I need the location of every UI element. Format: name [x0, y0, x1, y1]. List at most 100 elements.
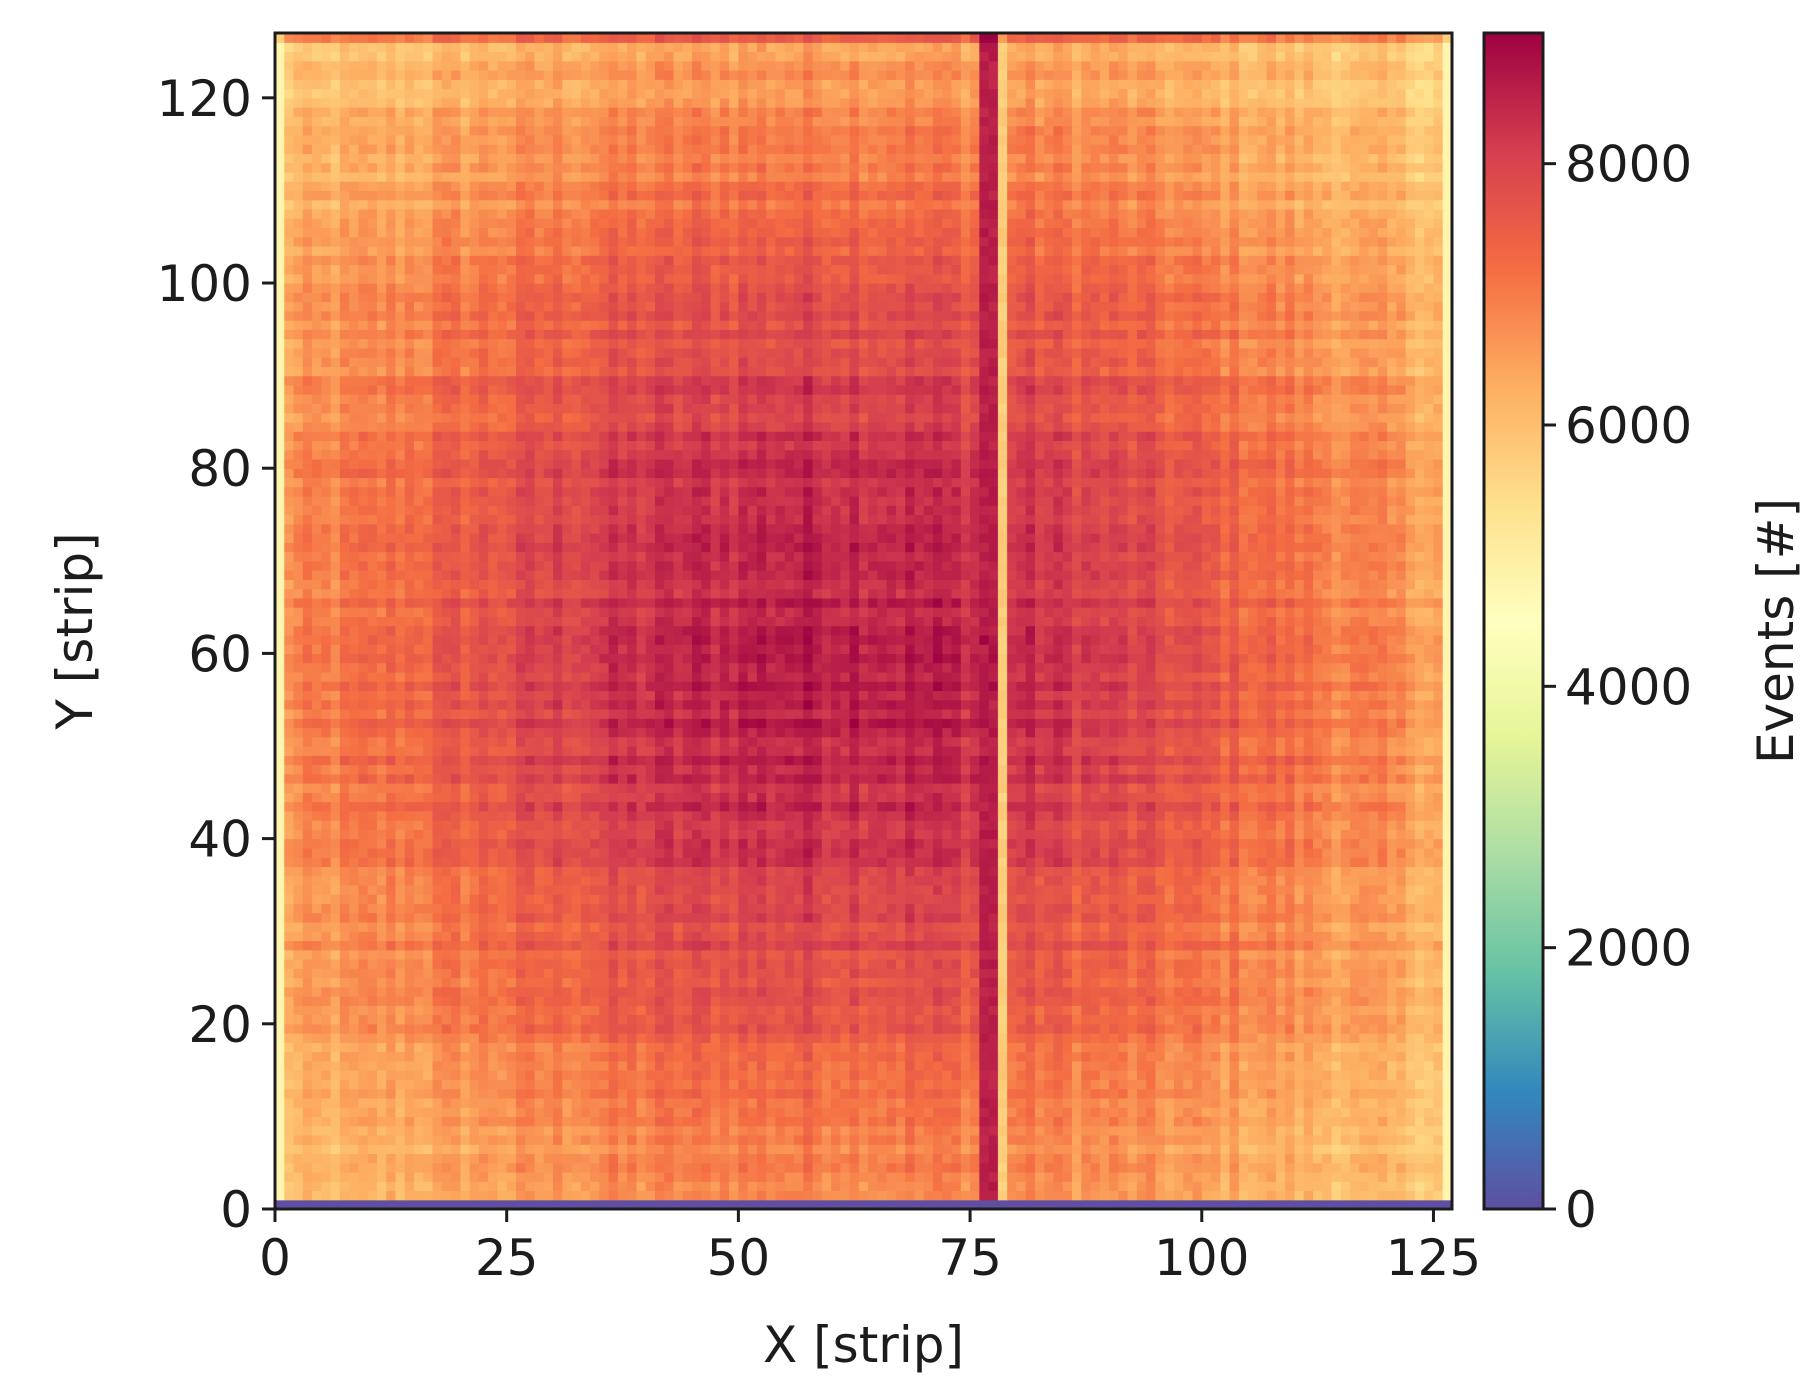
heatmap-cell: [525, 1097, 536, 1108]
heatmap-cell: [673, 875, 684, 886]
heatmap-cell: [515, 884, 526, 895]
heatmap-cell: [1118, 1116, 1129, 1127]
heatmap-cell: [1007, 884, 1018, 895]
heatmap-cell: [1312, 1107, 1323, 1117]
heatmap-cell: [1312, 857, 1323, 867]
heatmap-cell: [1322, 1088, 1333, 1099]
heatmap-cell: [803, 894, 814, 905]
heatmap-cell: [849, 977, 860, 988]
heatmap-cell: [775, 931, 786, 942]
heatmap-cell: [997, 847, 1008, 858]
heatmap-cell: [1387, 1162, 1397, 1173]
heatmap-cell: [1192, 1116, 1203, 1127]
heatmap-cell: [710, 875, 721, 886]
heatmap-cell: [1220, 1005, 1231, 1016]
heatmap-cell: [1294, 1097, 1305, 1108]
heatmap-cell: [293, 1005, 304, 1016]
heatmap-cell: [571, 1033, 582, 1043]
heatmap-cell: [886, 1125, 897, 1136]
heatmap-cell: [497, 1125, 508, 1136]
heatmap-cell: [1322, 1199, 1333, 1210]
heatmap-cell: [877, 921, 888, 932]
heatmap-cell: [1285, 1125, 1296, 1136]
heatmap-cell: [775, 1051, 786, 1062]
heatmap-cell: [1016, 1042, 1027, 1053]
heatmap-cell: [1007, 1079, 1018, 1090]
heatmap-cell: [1285, 986, 1296, 997]
heatmap-cell: [858, 1134, 869, 1145]
heatmap-cell: [1396, 1153, 1407, 1164]
heatmap-cell: [1285, 1051, 1296, 1062]
heatmap-cell: [719, 977, 730, 988]
heatmap-cell: [645, 1060, 656, 1071]
heatmap-cell: [1266, 857, 1277, 867]
heatmap-cell: [1424, 1116, 1435, 1127]
heatmap-cell: [330, 894, 341, 905]
heatmap-cell: [1275, 1097, 1286, 1108]
heatmap-cell: [553, 931, 563, 942]
heatmap-cell: [831, 1199, 841, 1210]
heatmap-cell: [312, 1116, 322, 1127]
heatmap-cell: [515, 1171, 526, 1182]
heatmap-cell: [284, 875, 295, 886]
heatmap-cell: [284, 1097, 295, 1108]
heatmap-cell: [1136, 1171, 1147, 1182]
heatmap-cell: [1414, 1162, 1425, 1173]
heatmap-cell: [553, 884, 563, 895]
heatmap-cell: [1275, 1116, 1286, 1127]
heatmap-cell: [738, 1042, 749, 1053]
heatmap-cell: [960, 958, 971, 969]
heatmap-cell: [1034, 1116, 1045, 1127]
heatmap-cell: [1109, 847, 1119, 858]
heatmap-cell: [404, 958, 415, 969]
heatmap-cell: [460, 1199, 471, 1210]
heatmap-cell: [1183, 1171, 1194, 1182]
heatmap-cell: [608, 1005, 619, 1016]
heatmap-cell: [1312, 1070, 1323, 1080]
heatmap-cell: [664, 866, 675, 877]
heatmap-cell: [349, 884, 360, 895]
heatmap-cell: [432, 875, 443, 886]
heatmap-cell: [1155, 1097, 1166, 1108]
heatmap-cell: [701, 866, 712, 877]
heatmap-cell: [1099, 1014, 1110, 1025]
heatmap-cell: [1155, 1060, 1166, 1071]
heatmap-cell: [970, 875, 980, 886]
heatmap-cell: [1164, 1079, 1175, 1090]
heatmap-cell: [756, 977, 767, 988]
heatmap-cell: [497, 1051, 508, 1062]
heatmap-cell: [710, 1097, 721, 1108]
heatmap-cell: [1387, 847, 1397, 858]
heatmap-cell: [386, 1033, 397, 1043]
heatmap-cell: [580, 977, 591, 988]
heatmap-cell: [775, 1181, 786, 1192]
heatmap-cell: [682, 1144, 693, 1155]
heatmap-cell: [831, 1107, 841, 1117]
heatmap-cell: [1099, 1005, 1110, 1016]
heatmap-cell: [590, 866, 600, 877]
heatmap-cell: [1350, 912, 1360, 923]
heatmap-cell: [515, 949, 526, 960]
heatmap-cell: [673, 1023, 684, 1034]
heatmap-cell: [1303, 1153, 1314, 1164]
heatmap-cell: [997, 1070, 1008, 1080]
heatmap-cell: [275, 1153, 285, 1164]
heatmap-cell: [1220, 1097, 1231, 1108]
heatmap-cell: [432, 1134, 443, 1145]
heatmap-cell: [793, 1023, 804, 1034]
heatmap-cell: [608, 977, 619, 988]
heatmap-cell: [933, 949, 943, 960]
heatmap-cell: [1099, 1033, 1110, 1043]
heatmap-cell: [793, 1181, 804, 1192]
heatmap-cell: [849, 968, 860, 979]
heatmap-cell: [321, 1097, 332, 1108]
heatmap-cell: [1201, 1097, 1212, 1108]
heatmap-cell: [275, 1107, 285, 1117]
heatmap-cell: [367, 894, 378, 905]
heatmap-cell: [367, 1199, 378, 1210]
heatmap-cell: [1183, 1181, 1194, 1192]
heatmap-cell: [414, 838, 424, 849]
heatmap-cell: [1016, 884, 1027, 895]
heatmap-cell: [1109, 1042, 1119, 1053]
heatmap-cell: [1424, 931, 1435, 942]
